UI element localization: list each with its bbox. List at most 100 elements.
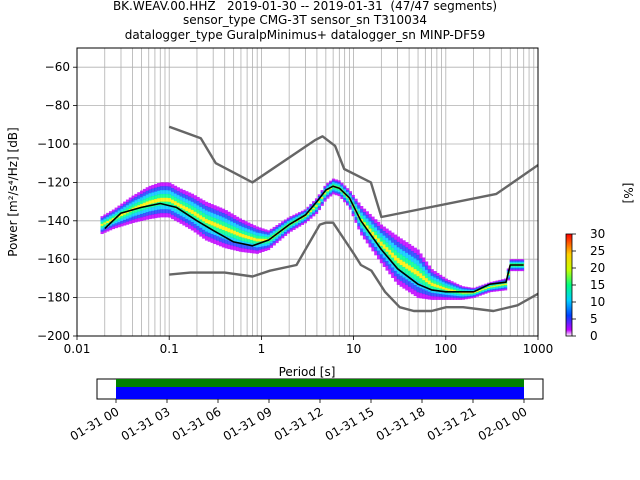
density-cell: [419, 288, 423, 294]
density-cell: [213, 226, 217, 232]
density-cell: [134, 215, 138, 220]
density-cell: [427, 269, 432, 274]
density-cell: [247, 239, 251, 243]
density-cell: [233, 226, 237, 232]
density-cell: [317, 207, 321, 211]
density-cell: [168, 201, 172, 207]
density-cell: [264, 245, 268, 249]
density-cell: [470, 292, 474, 294]
density-cell: [145, 194, 149, 199]
density-cell: [289, 227, 293, 230]
density-cell: [501, 285, 505, 288]
density-cell: [470, 295, 474, 298]
density-cell: [269, 230, 274, 234]
density-cell: [487, 290, 491, 292]
density-cell: [365, 239, 369, 244]
density-cell: [427, 284, 432, 289]
density-cell: [331, 180, 336, 183]
density-cell: [156, 183, 161, 188]
density-cell: [199, 211, 203, 216]
density-cell: [331, 178, 336, 181]
density-cell: [461, 293, 465, 296]
density-cell: [128, 206, 132, 210]
density-cell: [151, 196, 155, 201]
density-cell: [238, 236, 242, 241]
density-cell: [472, 291, 477, 294]
density-cell: [185, 203, 189, 208]
coverage-blue: [116, 387, 524, 399]
density-cell: [266, 234, 271, 238]
density-cell: [343, 190, 347, 194]
density-cell: [439, 274, 443, 278]
density-cell: [340, 188, 344, 191]
density-cell: [103, 216, 107, 219]
density-cell: [207, 224, 211, 229]
density-cell: [156, 186, 161, 192]
density-cell: [179, 204, 183, 209]
density-cell: [216, 206, 220, 212]
density-cell: [323, 199, 327, 202]
density-cell: [145, 201, 149, 206]
density-cell: [377, 254, 381, 260]
density-cell: [416, 286, 420, 293]
density-cell: [269, 239, 274, 242]
density-cell: [137, 214, 141, 219]
density-cell: [391, 237, 395, 243]
density-cell: [269, 245, 274, 248]
density-cell: [365, 225, 369, 230]
density-cell: [312, 210, 316, 214]
density-cell: [489, 281, 494, 284]
density-cell: [405, 279, 409, 286]
density-cell: [264, 248, 268, 252]
density-cell: [453, 284, 457, 287]
density-cell: [123, 217, 127, 221]
density-cell: [190, 217, 195, 223]
density-cell: [393, 260, 398, 267]
density-cell: [207, 237, 211, 242]
density-cell: [190, 213, 195, 219]
density-cell: [154, 206, 158, 211]
density-cell: [396, 279, 400, 285]
density-cell: [272, 232, 276, 236]
density-cell: [154, 195, 158, 200]
density-cell: [410, 272, 415, 279]
density-cell: [182, 205, 186, 210]
density-cell: [357, 217, 361, 221]
density-cell: [343, 198, 347, 201]
density-cell: [430, 292, 434, 297]
density-cell: [264, 241, 268, 244]
density-cell: [509, 260, 513, 263]
density-cell: [326, 182, 330, 186]
density-cell: [309, 211, 313, 214]
density-cell: [261, 233, 265, 237]
density-cell: [216, 214, 220, 220]
density-cell: [520, 259, 525, 261]
density-cell: [272, 230, 276, 234]
density-cell: [140, 193, 144, 198]
density-cell: [424, 282, 429, 287]
density-cell: [475, 293, 479, 295]
density-cell: [512, 261, 516, 264]
density-cell: [506, 277, 511, 280]
density-cell: [168, 182, 172, 187]
density-cell: [221, 208, 226, 214]
density-cell: [235, 246, 240, 252]
density-cell: [204, 210, 209, 215]
density-cell: [168, 213, 172, 218]
density-cell: [436, 290, 440, 295]
density-cell: [464, 293, 468, 296]
density-cell: [151, 210, 155, 215]
density-cell: [334, 184, 338, 187]
density-cell: [368, 235, 372, 241]
density-cell: [399, 270, 403, 277]
density-cell: [357, 223, 361, 227]
density-cell: [419, 258, 423, 264]
density-cell: [131, 198, 135, 202]
density-cell: [224, 231, 228, 236]
density-cell: [405, 268, 409, 275]
density-cell: [219, 211, 223, 217]
density-cell: [354, 219, 358, 223]
density-cell: [492, 286, 496, 289]
density-cell: [312, 209, 316, 212]
y-tick-label: −180: [37, 291, 70, 305]
